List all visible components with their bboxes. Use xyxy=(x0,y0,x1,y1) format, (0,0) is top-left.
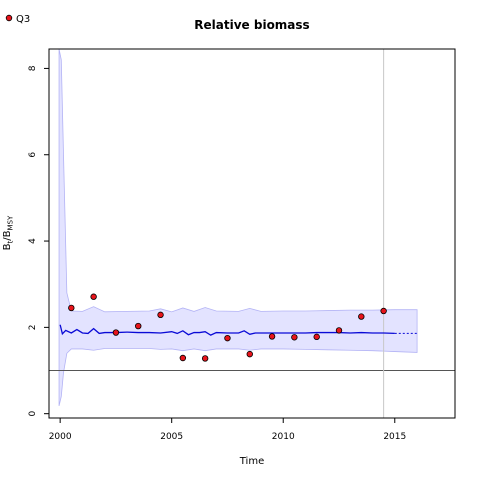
observation-point xyxy=(68,304,75,312)
x-tick-label: 2005 xyxy=(160,432,183,442)
observation-point xyxy=(112,329,120,336)
chart-title: Relative biomass xyxy=(194,18,309,32)
observation-point xyxy=(313,333,320,341)
y-tick-label: 0 xyxy=(28,411,38,417)
reference-lines-layer xyxy=(49,49,455,418)
series-layer xyxy=(59,324,418,336)
observation-point xyxy=(358,313,365,320)
legend: Q3 xyxy=(5,14,30,25)
y-axis: 0 2 4 6 8 xyxy=(28,65,49,417)
y-tick-label: 8 xyxy=(28,65,38,71)
legend-marker-q3 xyxy=(5,14,13,22)
y-axis-title-base: B xyxy=(2,243,13,250)
x-axis: 2000 2005 2010 2015 xyxy=(49,418,406,442)
y-tick-label: 2 xyxy=(28,325,38,331)
y-axis-title: Bt/BMSY xyxy=(2,215,15,250)
observation-point xyxy=(179,354,187,362)
y-axis-title-sub2: MSY xyxy=(7,215,15,230)
plot-frame xyxy=(48,48,456,419)
y-tick-label: 4 xyxy=(28,238,38,244)
observation-point xyxy=(291,334,298,341)
y-axis-title-sub1: t xyxy=(7,240,15,243)
confidence-band-layer xyxy=(58,49,418,407)
estimate-line xyxy=(59,324,395,336)
observation-point xyxy=(224,334,231,342)
observation-point xyxy=(246,350,253,358)
x-tick-label: 2000 xyxy=(49,432,72,442)
x-tick-label: 2010 xyxy=(272,432,295,442)
confidence-band xyxy=(58,49,418,407)
y-tick-label: 6 xyxy=(28,152,38,158)
observation-point xyxy=(90,293,97,300)
observation-point xyxy=(268,333,276,340)
x-tick-label: 2015 xyxy=(383,432,406,442)
observation-point xyxy=(380,307,387,315)
y-axis-title-mid: /B xyxy=(2,230,13,240)
x-axis-title: Time xyxy=(239,456,264,467)
observation-points-layer xyxy=(68,293,387,362)
observation-point xyxy=(201,355,209,362)
observation-point xyxy=(157,311,164,319)
observation-point xyxy=(135,322,142,330)
legend-label-q3: Q3 xyxy=(16,14,30,25)
observation-point xyxy=(335,327,343,334)
